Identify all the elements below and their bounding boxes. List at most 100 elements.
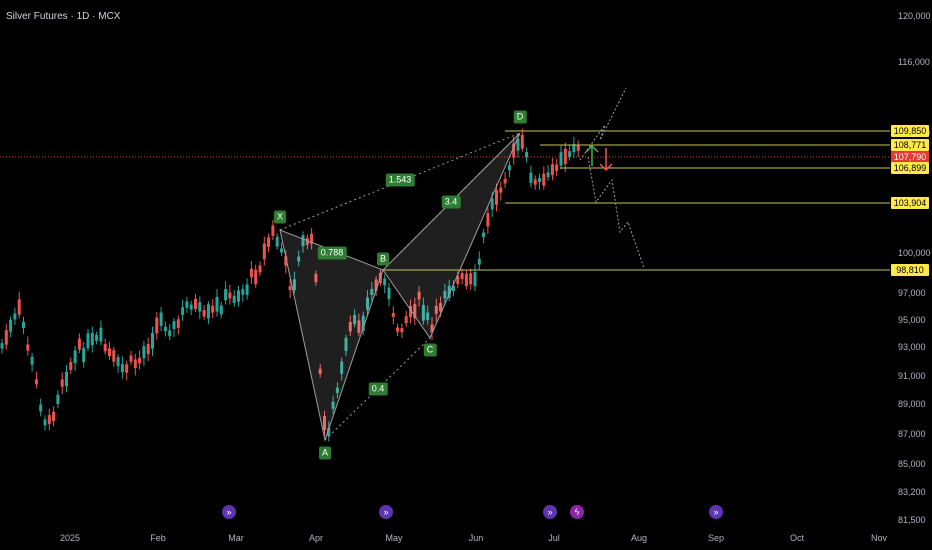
level-price-tag: 108,771 bbox=[891, 139, 929, 151]
candle-body bbox=[4, 330, 8, 345]
ratio-label-xab[interactable]: 0.788 bbox=[317, 246, 347, 260]
candle-body bbox=[69, 362, 73, 371]
candle-body bbox=[305, 237, 309, 245]
event-forward-icon[interactable]: » bbox=[379, 505, 393, 519]
candle-body bbox=[464, 273, 468, 287]
ratio-label-bcd[interactable]: 3.4 bbox=[441, 195, 461, 209]
candle-body bbox=[447, 285, 451, 299]
candle-body bbox=[542, 173, 546, 186]
candle-body bbox=[469, 273, 473, 285]
event-forward-icon[interactable]: » bbox=[222, 505, 236, 519]
candle-body bbox=[559, 152, 563, 166]
candle-body bbox=[30, 356, 34, 365]
candle-body bbox=[82, 347, 86, 363]
candle-body bbox=[116, 357, 120, 367]
candle-body bbox=[284, 256, 288, 266]
candle-body bbox=[460, 273, 464, 280]
candle-body bbox=[538, 178, 541, 183]
candle-body bbox=[86, 333, 90, 349]
level-price-tag: 109,850 bbox=[891, 125, 929, 137]
harmonic-pattern bbox=[279, 132, 521, 442]
candle-body bbox=[194, 298, 197, 309]
pattern-point-x[interactable]: X bbox=[273, 210, 287, 224]
ratio-label-xad[interactable]: 1.543 bbox=[385, 173, 415, 187]
pattern-point-d[interactable]: D bbox=[513, 110, 527, 124]
candle-body bbox=[13, 313, 17, 320]
candle-body bbox=[0, 343, 4, 349]
candle-body bbox=[95, 334, 99, 341]
candle-body bbox=[486, 213, 490, 227]
candle-body bbox=[396, 327, 400, 332]
candle-body bbox=[301, 235, 305, 247]
time-axis-label: Nov bbox=[870, 533, 888, 543]
pattern-point-b[interactable]: B bbox=[376, 252, 390, 266]
price-axis-label: 81,500 bbox=[898, 515, 926, 525]
candle-body bbox=[533, 179, 537, 185]
candle-body bbox=[331, 401, 335, 409]
candle-body bbox=[215, 296, 219, 312]
candle-body bbox=[310, 233, 314, 244]
candle-body bbox=[477, 258, 481, 265]
price-axis-label: 83,200 bbox=[898, 487, 926, 497]
candle-body bbox=[409, 306, 412, 317]
candle-body bbox=[529, 172, 533, 183]
candle-body bbox=[404, 316, 408, 324]
event-forward-icon[interactable]: » bbox=[543, 505, 557, 519]
candle-body bbox=[202, 309, 206, 317]
event-forward-icon[interactable]: » bbox=[709, 505, 723, 519]
candle-body bbox=[490, 198, 494, 210]
candle-body bbox=[275, 236, 279, 247]
candle-body bbox=[292, 279, 296, 291]
price-axis-label: 97,000 bbox=[898, 288, 926, 298]
candle-body bbox=[189, 304, 193, 310]
candle-body bbox=[271, 225, 275, 236]
candle-body bbox=[267, 237, 271, 247]
candle-body bbox=[219, 305, 223, 315]
candle-body bbox=[146, 344, 150, 354]
candle-body bbox=[228, 292, 232, 299]
price-axis-label: 100,000 bbox=[898, 248, 931, 258]
candle-body bbox=[77, 338, 81, 350]
pattern-point-a[interactable]: A bbox=[318, 446, 332, 460]
candle-body bbox=[108, 348, 111, 357]
candle-body bbox=[335, 387, 339, 393]
candle-body bbox=[224, 289, 228, 301]
pattern-xab-fill bbox=[279, 229, 384, 442]
event-lightning-icon[interactable]: ϟ bbox=[570, 505, 584, 519]
price-axis-label: 95,000 bbox=[898, 315, 926, 325]
candle-body bbox=[499, 187, 503, 193]
candle-body bbox=[563, 148, 567, 165]
candle-body bbox=[370, 288, 374, 296]
candle-body bbox=[374, 279, 378, 291]
candle-body bbox=[245, 284, 249, 295]
price-axis-label: 120,000 bbox=[898, 11, 931, 21]
candle-body bbox=[314, 273, 318, 283]
candle-body bbox=[503, 178, 507, 184]
candle-body bbox=[572, 144, 576, 153]
candle-body bbox=[237, 290, 240, 302]
ratio-label-abc[interactable]: 0.4 bbox=[368, 382, 388, 396]
candle-body bbox=[400, 327, 404, 333]
candle-body bbox=[323, 416, 326, 430]
candle-body bbox=[520, 134, 524, 149]
candle-body bbox=[568, 151, 572, 158]
candle-body bbox=[151, 332, 154, 349]
candle-body bbox=[52, 411, 56, 422]
candle-body bbox=[172, 321, 176, 330]
candle-body bbox=[434, 305, 438, 314]
candle-body bbox=[211, 305, 215, 313]
candle-body bbox=[327, 427, 331, 437]
candle-body bbox=[507, 165, 511, 171]
candle-body bbox=[430, 324, 434, 333]
pattern-point-c[interactable]: C bbox=[423, 343, 437, 357]
candle-body bbox=[39, 404, 43, 412]
time-axis-label: Sep bbox=[707, 533, 725, 543]
price-axis-label: 93,000 bbox=[898, 342, 926, 352]
candle-body bbox=[417, 291, 421, 300]
candle-body bbox=[163, 326, 167, 332]
price-axis-label: 85,000 bbox=[898, 459, 926, 469]
candle-body bbox=[181, 307, 185, 315]
candle-body bbox=[22, 321, 25, 329]
up-arrow-icon bbox=[585, 144, 599, 166]
